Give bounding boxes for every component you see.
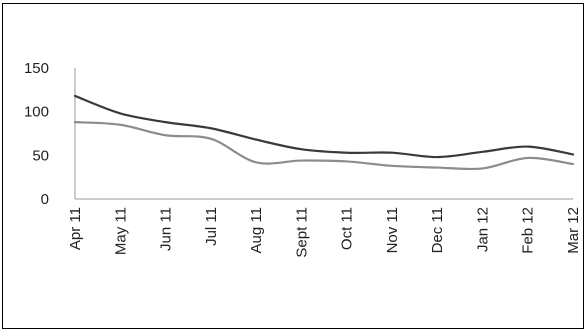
y-axis: 0 50 100 150 xyxy=(24,60,76,208)
y-tick-label: 0 xyxy=(41,191,49,208)
x-tick-label: Sept 11 xyxy=(293,207,310,258)
x-tick-label: Apr 11 xyxy=(67,207,84,250)
x-tick-label: Nov 11 xyxy=(384,207,401,253)
series-line-2 xyxy=(73,121,575,171)
x-tick-label: Jul 11 xyxy=(203,207,220,246)
x-tick-label: Mar 12 xyxy=(565,207,582,254)
y-tick-label: 100 xyxy=(24,104,49,121)
x-tick-label: Jun 11 xyxy=(158,207,175,251)
x-tick-label: May 11 xyxy=(112,207,129,255)
y-tick-label: 150 xyxy=(24,60,49,77)
line-chart: 0 50 100 150 Apr 11 May 11 Jun 11 Jul 11 Aug 11… xyxy=(24,60,582,258)
y-tick-label: 50 xyxy=(32,147,49,164)
series-lines xyxy=(73,94,575,171)
series-line-1 xyxy=(73,94,575,159)
x-tick-label: Oct 11 xyxy=(339,207,356,250)
chart-frame: 0 50 100 150 Apr 11 May 11 Jun 11 Jul 11 Aug 11… xyxy=(2,3,584,329)
x-tick-label: Dec 11 xyxy=(429,207,446,253)
x-tick-label: Feb 12 xyxy=(520,207,537,254)
x-tick-label: Jan 12 xyxy=(474,207,491,252)
x-tick-label: Aug 11 xyxy=(248,207,265,253)
x-axis: Apr 11 May 11 Jun 11 Jul 11 Aug 11 Sept 11 Oct… xyxy=(67,198,582,258)
